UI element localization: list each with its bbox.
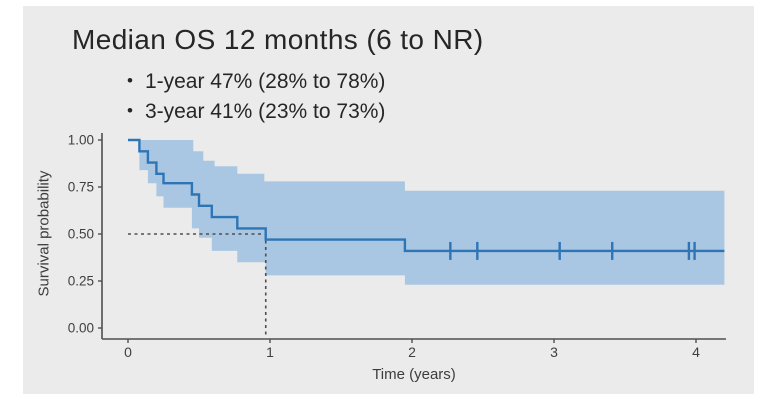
bullet-1-year: • 1-year 47% (28% to 78%) — [127, 70, 385, 94]
y-tick-label: 0.50 — [68, 227, 94, 242]
y-tick-label: 0.75 — [68, 180, 94, 195]
chart-title: Median OS 12 months (6 to NR) — [72, 24, 484, 55]
bullet-3-year-text: 3-year 41% (23% to 73%) — [144, 100, 386, 123]
survival-curve — [128, 138, 725, 253]
x-tick-label: 4 — [692, 344, 700, 360]
x-axis-label: Time (years) — [372, 366, 456, 383]
bullet-1-year-text: 1-year 47% (28% to 78%) — [144, 70, 386, 93]
bullet-3-year: • 3-year 41% (23% to 73%) — [127, 100, 385, 124]
y-tick-label: 0.00 — [68, 321, 94, 336]
x-tick-label: 2 — [408, 344, 416, 360]
x-tick-label: 3 — [550, 344, 558, 360]
bullet-icon: • — [127, 71, 133, 90]
x-tick-label: 1 — [266, 344, 274, 360]
confidence-band — [139, 140, 725, 285]
y-tick-label: 1.00 — [68, 133, 94, 148]
bullet-icon: • — [127, 101, 133, 120]
y-tick-label: 0.25 — [68, 274, 94, 289]
x-tick-label: 0 — [124, 344, 132, 360]
